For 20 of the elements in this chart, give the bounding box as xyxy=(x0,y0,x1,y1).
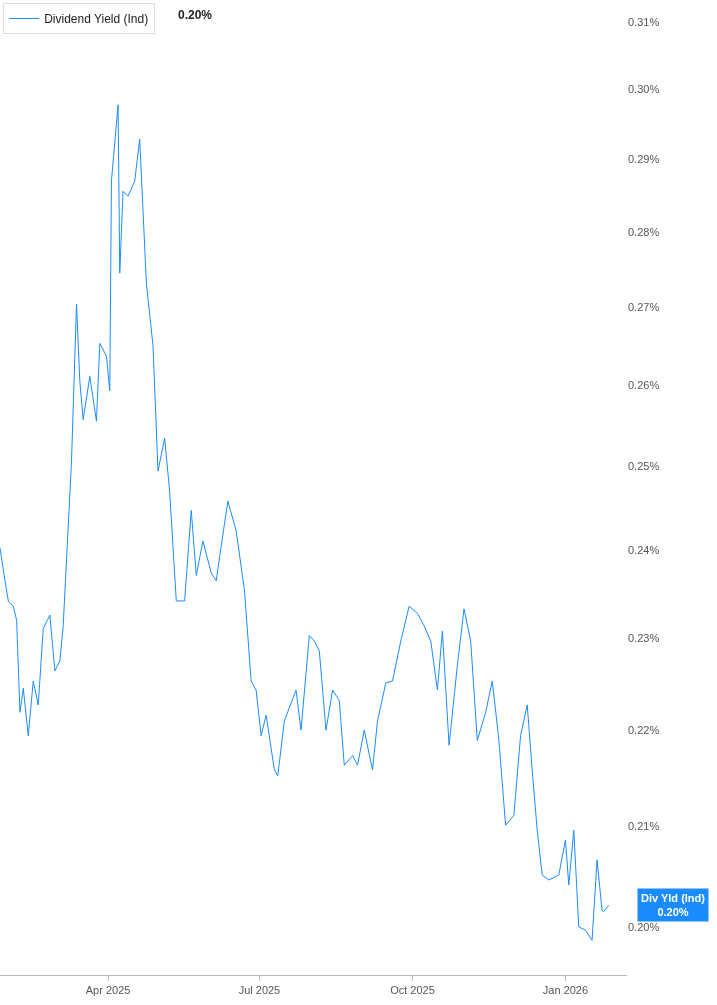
x-tick-label: Jan 2026 xyxy=(542,984,589,997)
y-tick-label: 0.21% xyxy=(628,820,660,833)
y-tick-label: 0.30% xyxy=(628,83,660,96)
y-tick-label: 0.24% xyxy=(628,544,660,557)
x-tick-label: Oct 2025 xyxy=(390,984,435,997)
y-tick-label: 0.26% xyxy=(628,378,660,391)
y-tick-label: 0.22% xyxy=(628,723,660,736)
y-tick-label: 0.31% xyxy=(628,15,660,28)
line-series xyxy=(0,104,610,941)
x-tick-label: Apr 2025 xyxy=(85,984,131,997)
y-tick-label: 0.25% xyxy=(628,459,660,472)
y-tick-label: 0.23% xyxy=(628,632,660,645)
annotation: Div Yld (Ind) 0.20% xyxy=(641,892,706,919)
y-tick-label: 0.20% xyxy=(628,920,660,933)
y-tick-label: 0.28% xyxy=(628,225,660,238)
x-tick-label: Jul 2025 xyxy=(238,984,281,997)
y-tick-label: 0.29% xyxy=(628,153,660,166)
y-tick-label: 0.27% xyxy=(628,301,660,314)
annotation: 0.20% xyxy=(178,8,213,22)
legend-label: Dividend Yield (Ind) xyxy=(44,12,149,27)
